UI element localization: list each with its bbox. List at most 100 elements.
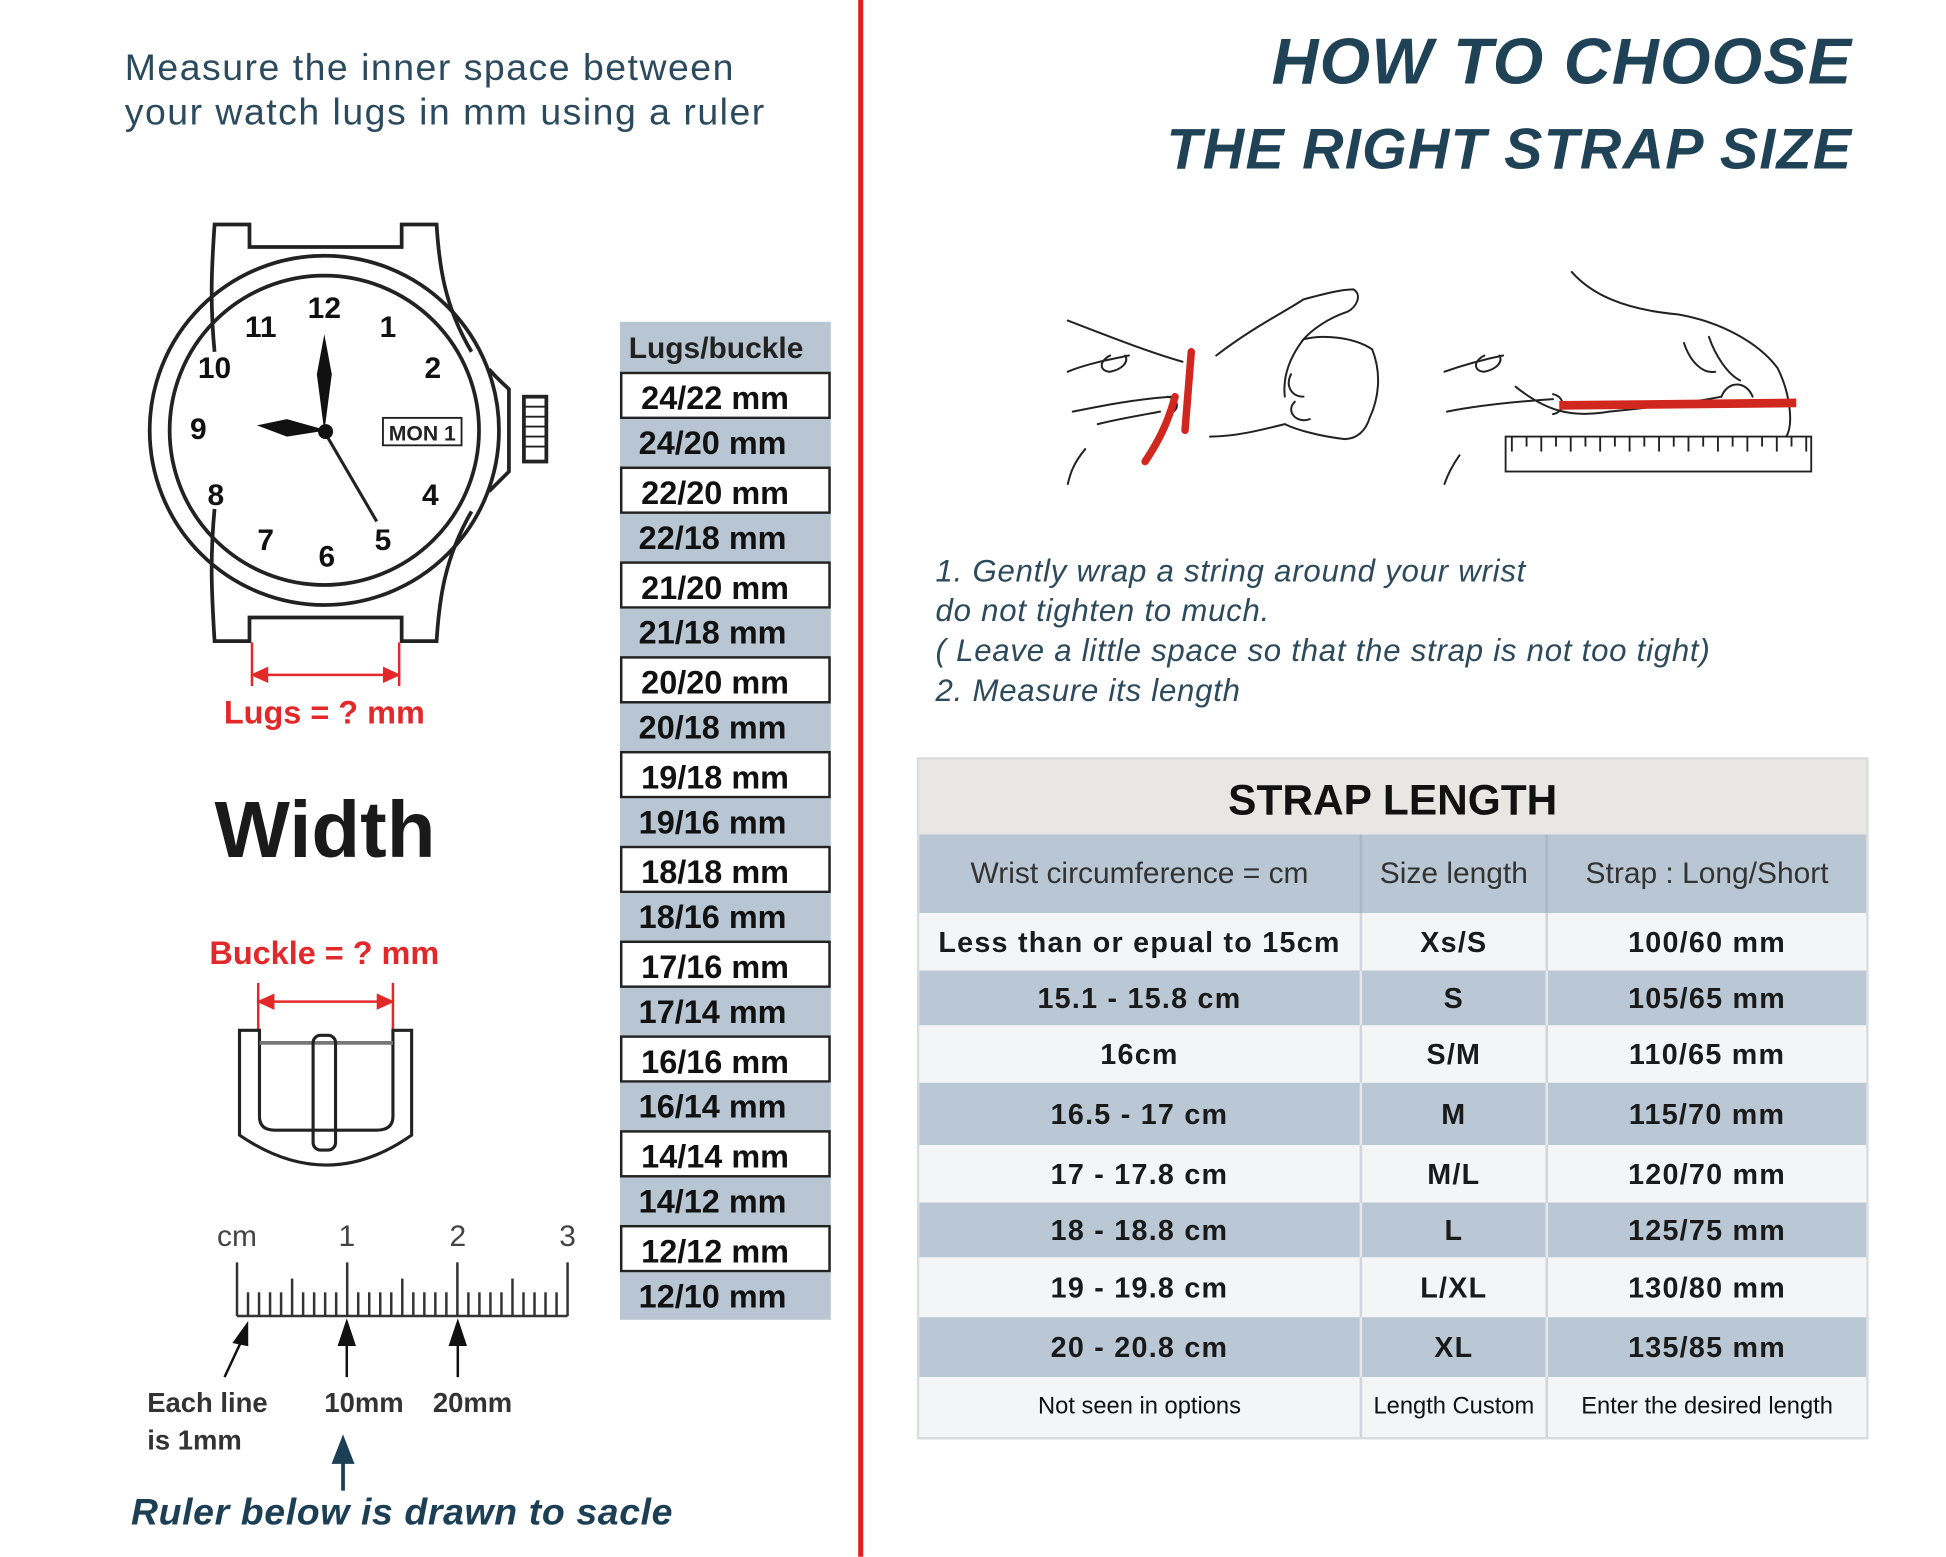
hand-pivot <box>318 424 334 440</box>
watch-bezel <box>147 253 501 607</box>
ruler-mark-3: 3 <box>559 1219 576 1254</box>
ruler-note-line: Each line <box>147 1387 268 1419</box>
strap-table-header-row: Wrist circumference = cm Size length Str… <box>919 834 1867 914</box>
lugs-table-row: 22/18 mm <box>619 513 831 562</box>
strap-table-row: 16.5 - 17 cm M 115/70 mm <box>919 1082 1867 1146</box>
strap-table-row: 19 - 19.8 cm L/XL 130/80 mm <box>919 1257 1867 1318</box>
strap-cell: 125/75 mm <box>1628 1213 1787 1246</box>
dial-number: 7 <box>257 524 274 557</box>
ruler-arrows <box>223 1318 468 1378</box>
ruler-mark-1: 1 <box>338 1219 356 1254</box>
measured-string-icon <box>1559 398 1797 410</box>
strap-cell: Enter the desired length <box>1581 1393 1833 1420</box>
buckle-illustration <box>237 1028 414 1167</box>
lugs-table-row: 20/18 mm <box>619 703 831 751</box>
dial-number: 5 <box>375 524 392 557</box>
lugs-table-row: 14/14 mm <box>619 1130 831 1178</box>
wrist-cell: 20 - 20.8 cm <box>1050 1330 1229 1363</box>
wrist-cell: 16cm <box>1100 1037 1179 1070</box>
lugs-table-row: 12/12 mm <box>619 1224 831 1273</box>
size-cell: Xs/S <box>1359 913 1549 971</box>
lugs-table-row: 16/14 mm <box>619 1082 831 1131</box>
instruction-line: Measure the inner space between <box>124 47 735 89</box>
wrist-cell: 19 - 19.8 cm <box>1050 1270 1229 1303</box>
dial-numbers: 12 12 45 6 789 10 11 <box>190 292 441 573</box>
ruler-caption-container: Ruler below is drawn to sacle <box>125 1492 824 1539</box>
lugs-buckle-table: Lugs/buckle 24/22 mm 24/20 mm 22/20 mm 22/1… <box>619 321 831 1320</box>
dial-number: 9 <box>190 413 207 446</box>
lugs-table-row: 20/20 mm <box>619 656 831 704</box>
strap-cell: 105/65 mm <box>1628 981 1787 1014</box>
measuring-ruler-icon <box>1504 435 1813 473</box>
lugs-table-row: 21/20 mm <box>619 561 831 609</box>
date-window-text: MON 1 <box>389 422 456 445</box>
dial-number: 11 <box>245 311 277 344</box>
lugs-label: Lugs = ? mm <box>223 693 425 731</box>
dial-number: 6 <box>318 540 335 573</box>
wrist-cell: 16.5 - 17 cm <box>1050 1097 1229 1130</box>
width-label: Width <box>214 784 436 875</box>
wrist-measure-illustration <box>1066 270 1813 485</box>
instruction-line: your watch lugs in mm using a ruler <box>124 92 766 134</box>
strap-table-row: 16cm S/M 110/65 mm <box>919 1025 1867 1083</box>
ruler-10mm-label: 10mm <box>324 1387 404 1419</box>
strap-table-row: 20 - 20.8 cm XL 135/85 mm <box>919 1317 1867 1378</box>
page-title-line-1: HOW TO CHOOSE <box>1271 26 1853 99</box>
size-cell: M <box>1359 1082 1549 1146</box>
minute-hand <box>316 334 332 432</box>
wrist-string-icon <box>1141 348 1196 466</box>
lugs-table-row: 17/14 mm <box>619 987 831 1036</box>
dial-number: 10 <box>198 352 231 385</box>
ruler-20mm-label: 20mm <box>432 1387 513 1419</box>
hour-hand <box>256 419 327 437</box>
crown-icon <box>522 394 549 464</box>
date-window <box>382 416 463 447</box>
dial-number: 8 <box>207 479 224 512</box>
strap-table-row: Not seen in options Length Custom Enter th… <box>919 1377 1867 1438</box>
dial-number: 4 <box>422 479 439 512</box>
column-header-size: Size length <box>1359 834 1549 914</box>
wrap-wrist-hand-icon <box>1066 288 1380 485</box>
strap-table-row: Less than or epual to 15cm Xs/S 100/60 mm <box>919 913 1867 971</box>
crown-grip <box>523 405 547 448</box>
lugs-table-row: 16/16 mm <box>619 1035 831 1083</box>
dial-number: 2 <box>425 352 442 385</box>
strap-cell: 130/80 mm <box>1628 1270 1787 1303</box>
instruction-step: 2. Measure its length <box>935 673 1241 709</box>
lugs-table-row: 17/16 mm <box>619 940 831 988</box>
wrist-cell: 17 - 17.8 cm <box>1050 1156 1229 1190</box>
lugs-table-row: 19/16 mm <box>619 798 831 846</box>
caption-arrow <box>331 1434 355 1491</box>
strap-table-row: 18 - 18.8 cm L 125/75 mm <box>919 1202 1867 1258</box>
instruction-step: do not tighten to much. <box>935 593 1271 629</box>
wrist-cell: 18 - 18.8 cm <box>1050 1213 1229 1246</box>
second-hand <box>322 430 379 523</box>
strap-cell: 100/60 mm <box>1628 924 1787 958</box>
lugs-table-header: Lugs/buckle <box>619 321 831 372</box>
size-cell: M/L <box>1359 1145 1549 1203</box>
strap-table-title: STRAP LENGTH <box>919 759 1867 835</box>
instruction-step: ( Leave a little space so that the strap… <box>935 633 1711 669</box>
lugs-table-row: 24/22 mm <box>619 371 831 420</box>
strap-table-row: 17 - 17.8 cm M/L 120/70 mm <box>919 1145 1867 1203</box>
strap-length-table: STRAP LENGTH Wrist circumference = cm Si… <box>916 757 1869 1440</box>
lugs-table-row: 24/20 mm <box>619 419 831 467</box>
lugs-table-row: 14/12 mm <box>619 1177 831 1225</box>
size-cell: XL <box>1359 1317 1549 1378</box>
lugs-measure-arrow <box>250 642 401 687</box>
size-cell: S <box>1359 970 1549 1026</box>
strap-table-row: 15.1 - 15.8 cm S 105/65 mm <box>919 970 1867 1026</box>
strap-cell: 135/85 mm <box>1628 1330 1787 1363</box>
ruler-note-line: is 1mm <box>147 1424 242 1456</box>
size-cell: L <box>1359 1202 1549 1258</box>
dial-number: 1 <box>380 311 397 344</box>
ruler-illustration <box>235 1262 569 1318</box>
watch-illustration <box>147 222 549 644</box>
ruler-mark-2: 2 <box>449 1219 467 1254</box>
ruler-unit-label: cm <box>217 1219 257 1254</box>
page-title-line-2: THE RIGHT STRAP SIZE <box>1166 116 1853 181</box>
lugs-table-row: 21/18 mm <box>619 608 831 657</box>
red-divider <box>858 0 864 1557</box>
column-header-strap: Strap : Long/Short <box>1585 856 1829 891</box>
